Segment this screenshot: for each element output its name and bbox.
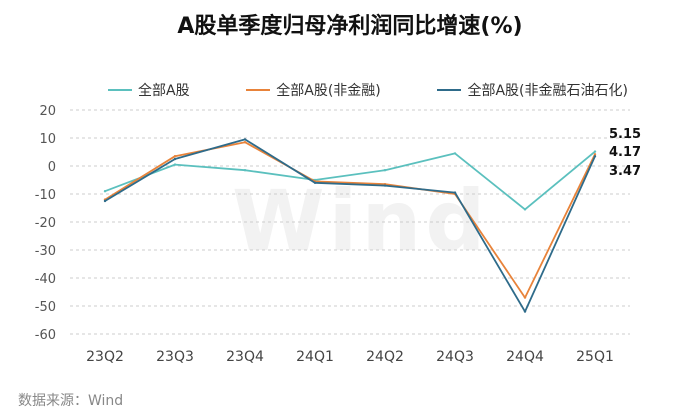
y-tick-label: 10	[39, 132, 56, 147]
y-tick-label: -30	[35, 244, 56, 259]
data-point-2	[523, 310, 527, 313]
data-point-0	[453, 152, 457, 155]
x-tick-label: 24Q3	[436, 349, 474, 365]
x-tick-label: 24Q2	[366, 349, 404, 365]
y-tick-label: 0	[48, 160, 56, 175]
data-point-2	[173, 157, 177, 161]
data-point-0	[523, 208, 527, 211]
series-line-1	[104, 141, 596, 299]
y-tick-label: -50	[35, 300, 56, 315]
data-point-1	[243, 141, 247, 144]
y-tick-label: 20	[39, 104, 56, 119]
x-tick-label: 25Q1	[576, 349, 614, 365]
x-tick-label: 23Q4	[226, 349, 264, 365]
data-point-0	[173, 163, 177, 166]
y-tick-label: -20	[35, 216, 56, 231]
legend-item-non-financial-oil: 全部A股(非金融石油石化)	[437, 80, 628, 100]
legend-label-non-financial-oil: 全部A股(非金融石油石化)	[467, 83, 628, 99]
x-tick-label: 24Q1	[296, 349, 334, 365]
x-tick-label: 23Q3	[156, 349, 194, 365]
data-point-2	[103, 199, 107, 203]
legend-item-all-a: 全部A股	[108, 80, 190, 100]
legend-item-non-financial: 全部A股(非金融)	[246, 80, 381, 100]
data-point-0	[243, 169, 247, 172]
data-point-1	[173, 155, 177, 158]
legend-label-non-financial: 全部A股(非金融)	[276, 83, 381, 99]
data-label: 3.47	[609, 164, 641, 179]
data-point-0	[103, 190, 107, 193]
legend-swatch-non-financial-oil	[437, 89, 462, 91]
y-tick-label: -40	[35, 272, 56, 287]
legend-swatch-all-a	[108, 89, 132, 91]
data-point-2	[453, 191, 457, 194]
data-label: 4.17	[609, 145, 641, 160]
data-source: 数据来源：Wind	[18, 393, 124, 409]
data-point-1	[593, 153, 597, 156]
series-line-0	[104, 150, 596, 211]
y-tick-label: -60	[35, 328, 56, 343]
legend-label-all-a: 全部A股	[138, 83, 190, 99]
x-tick-label: 23Q2	[86, 349, 124, 365]
data-point-1	[523, 296, 527, 299]
x-tick-label: 24Q4	[506, 349, 544, 365]
y-tick-label: -10	[35, 188, 56, 203]
series-line-2	[104, 138, 596, 313]
chart-title: A股单季度归母净利润同比增速(%)	[177, 14, 523, 39]
data-point-2	[243, 138, 247, 141]
data-point-0	[383, 169, 387, 172]
data-point-2	[383, 184, 387, 187]
data-point-2	[593, 155, 597, 158]
chart-legend: 全部A股 全部A股(非金融) 全部A股(非金融石油石化)	[108, 80, 628, 100]
legend-swatch-non-financial	[246, 89, 271, 91]
data-label: 5.15	[609, 127, 641, 142]
data-point-0	[593, 150, 597, 153]
data-point-2	[313, 181, 317, 184]
